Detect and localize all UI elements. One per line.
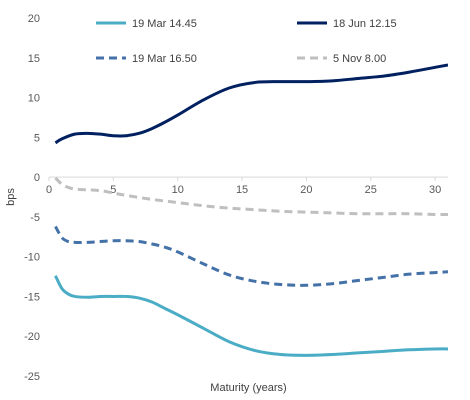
- x-axis-tick-labels: 0 5 10 15 20 25 30: [46, 184, 441, 196]
- y-tick-label: 20: [28, 13, 40, 25]
- x-tick-label: 30: [429, 184, 441, 196]
- legend: 19 Mar 14.45 18 Jun 12.15 19 Mar 16.50 5 No…: [96, 18, 397, 65]
- legend-label: 19 Mar 16.50: [132, 53, 197, 65]
- legend-item: 19 Mar 16.50: [96, 53, 197, 65]
- y-tick-label: 15: [28, 53, 40, 65]
- legend-item: 19 Mar 14.45: [96, 18, 197, 30]
- x-axis-title: Maturity (years): [210, 382, 286, 394]
- y-axis-tick-labels: 20 15 10 5 0 -5 -10 -15 -20 -25: [24, 13, 40, 383]
- legend-label: 19 Mar 14.45: [132, 18, 197, 30]
- x-axis: [48, 176, 448, 182]
- y-tick-label: -20: [24, 331, 40, 343]
- series-line-2: [54, 63, 448, 145]
- legend-item: 18 Jun 12.15: [297, 18, 397, 30]
- y-tick-label: 10: [28, 93, 40, 105]
- x-tick-label: 0: [46, 184, 52, 196]
- series-line-4: [54, 176, 448, 217]
- series-line-1: [54, 275, 448, 357]
- x-tick-label: 25: [365, 184, 377, 196]
- legend-item: 5 Nov 8.00: [297, 53, 386, 65]
- y-axis-title: bps: [5, 188, 17, 206]
- y-tick-label: -25: [24, 371, 40, 383]
- y-tick-label: -5: [30, 212, 40, 224]
- legend-label: 18 Jun 12.15: [333, 18, 397, 30]
- y-tick-label: 0: [34, 172, 40, 184]
- legend-label: 5 Nov 8.00: [333, 53, 386, 65]
- series-lines: [54, 63, 448, 357]
- x-tick-label: 5: [110, 184, 116, 196]
- x-tick-label: 20: [300, 184, 312, 196]
- series-line-3: [54, 225, 448, 287]
- x-tick-label: 15: [236, 184, 248, 196]
- y-tick-label: -10: [24, 252, 40, 264]
- x-tick-label: 10: [172, 184, 184, 196]
- y-tick-label: 5: [34, 132, 40, 144]
- y-tick-label: -15: [24, 291, 40, 303]
